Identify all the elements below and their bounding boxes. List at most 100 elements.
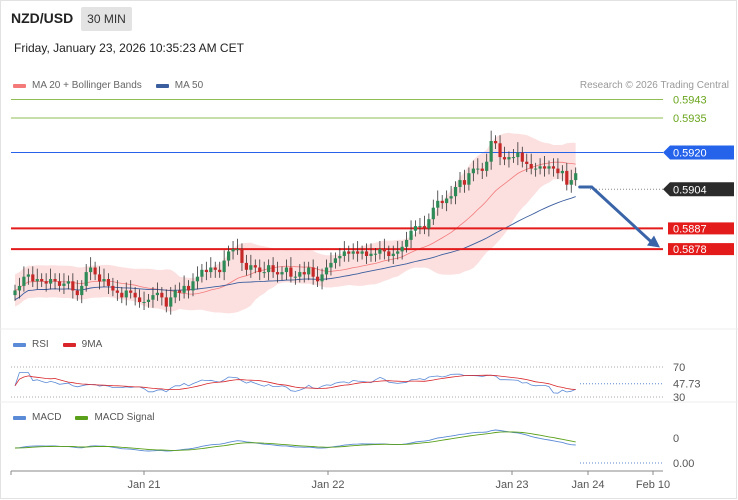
candle-body [364,251,369,256]
candle-body [155,292,159,296]
legend-item-rsi-ma: 9MA [62,339,103,350]
candle-body [445,198,449,204]
candle-body [40,279,44,282]
candle-body [462,180,467,185]
candle-body [560,170,564,174]
candle-body [498,143,502,158]
legend-label-rsi-ma: 9MA [81,339,103,350]
candle-body [538,166,542,169]
candle-body [31,274,35,282]
candle-body [178,290,182,293]
x-tick-label: Jan 23 [495,479,528,491]
candle-body [258,267,262,273]
level-0-5878-tag [668,243,734,256]
candle-body [418,226,422,228]
candle-body [213,267,217,270]
x-tick-label: Feb 10 [636,479,670,491]
candle-body [22,276,26,286]
legend-label-macd-signal: MACD Signal [94,412,155,423]
candle-body [347,251,351,254]
candle-body [160,292,164,298]
candle-body [396,251,400,254]
legend-label-rsi: RSI [32,339,49,350]
candle-body [342,251,346,256]
candle-body [520,152,524,162]
candle-body [275,272,280,275]
ma20-swatch [13,83,26,88]
symbol-title: NZD/USD [11,10,74,26]
macd-label-zero: 0 [673,433,679,445]
candle-body [240,249,244,263]
candle-body [120,292,124,298]
rsi-label-30: 30 [673,392,685,404]
candle-body [289,267,293,277]
candle-body [191,281,195,291]
candle-body [106,279,111,286]
candle-body [565,170,569,185]
x-tick-label: Jan 22 [311,479,344,491]
candle-body [186,285,191,291]
candle-body [227,251,231,261]
candle-body [507,157,511,160]
candle-body [293,276,297,278]
candle-body [271,265,275,273]
candle-body [502,157,507,160]
candle-body [458,180,462,187]
candle-body [124,290,128,298]
candle-body [378,249,382,254]
timeframe-button[interactable]: 30 MIN [81,7,132,31]
candle-body [391,253,395,256]
macd-signal-swatch [75,415,89,420]
candle-body [138,297,142,302]
candle-body [400,246,404,252]
macd-last-label: 0.00 [673,458,694,470]
candle-body [222,260,226,273]
candle-body [413,226,418,231]
candle-body [235,249,240,251]
candle-body [129,290,133,293]
candle-body [262,272,266,274]
candle-body [333,258,337,263]
level-0-5887-tag [668,222,734,235]
copyright: Research © 2026 Trading Central [579,80,729,91]
candle-body [476,168,480,170]
x-tick-label: Jan 21 [127,479,160,491]
candle-body [360,251,364,254]
candle-body [298,272,302,277]
candle-body [369,253,373,256]
candle-body [80,285,84,296]
candle-body [547,166,551,169]
candle-body [489,141,493,162]
level-0-5935-label: 0.5935 [673,113,707,125]
candle-body [449,196,453,199]
candle-body [200,269,204,277]
candle-body [253,265,257,268]
legend-label-ma20: MA 20 + Bollinger Bands [32,80,142,91]
level-0-5878-label: 0.5878 [673,244,707,256]
candle-body [231,249,235,252]
candle-body [17,285,22,291]
candle-body [542,166,547,169]
candle-body [146,299,151,302]
candle-body [338,256,342,259]
candle-body [249,265,253,270]
candle-body [71,281,75,291]
candle-body [53,279,57,282]
candle-body [13,290,17,296]
candle-body [471,168,475,174]
legend-item-rsi: RSI [13,339,49,350]
x-tick-label: Jan 24 [571,479,604,491]
candle-body [427,219,431,229]
candle-body [209,267,213,273]
rsi-ma-swatch [62,342,76,347]
candle-body [102,279,106,282]
candle-body [111,285,115,291]
candle-body [93,267,97,275]
candle-body [431,207,435,220]
candle-body [480,168,484,171]
candle-body [218,269,222,273]
candle-body [316,276,320,282]
legend-item-ma50: MA 50 [155,80,203,91]
rsi-ma-line [14,374,576,390]
candle-body [311,267,315,277]
